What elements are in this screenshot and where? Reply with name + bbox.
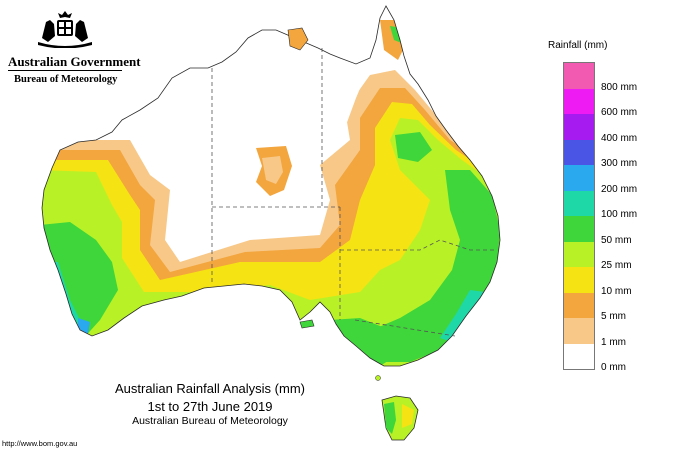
zone-50mm-qld bbox=[395, 132, 432, 162]
legend-swatch bbox=[564, 343, 594, 369]
legend-label: 25 mm bbox=[601, 260, 632, 271]
header-divider bbox=[8, 70, 122, 71]
tasmania-wet bbox=[384, 402, 396, 434]
legend-title: Rainfall (mm) bbox=[548, 40, 608, 51]
zone-central-patch-2 bbox=[262, 156, 283, 184]
state-borders bbox=[211, 48, 496, 337]
legend-swatch bbox=[564, 216, 594, 242]
zone-10mm bbox=[42, 102, 500, 366]
legend-label: 200 mm bbox=[601, 183, 638, 195]
legend-label: 5 mm bbox=[601, 311, 626, 322]
legend-label: 1 mm bbox=[601, 336, 626, 348]
kangaroo-island bbox=[299, 319, 315, 329]
zone-50mm-victoria bbox=[330, 318, 402, 366]
legend-label: 800 mm bbox=[601, 81, 638, 93]
king-island bbox=[375, 375, 381, 381]
government-title: Australian Government bbox=[8, 54, 141, 69]
legend-swatch bbox=[564, 292, 594, 318]
legend-swatch bbox=[564, 318, 594, 344]
coat-of-arms-icon bbox=[38, 11, 92, 48]
caption-title: Australian Rainfall Analysis (mm) bbox=[114, 381, 305, 396]
legend-label: 400 mm bbox=[601, 132, 638, 144]
tasmania-dry bbox=[402, 404, 414, 428]
legend-swatch bbox=[564, 88, 594, 114]
caption-source: Australian Bureau of Meteorology bbox=[132, 415, 288, 427]
legend-label: 100 mm bbox=[601, 209, 638, 220]
legend-colorbar bbox=[563, 62, 595, 370]
website-url: http://www.bom.gov.au bbox=[2, 439, 78, 448]
legend-swatch bbox=[564, 165, 594, 191]
legend-swatch bbox=[564, 241, 594, 267]
legend-label: 300 mm bbox=[601, 158, 638, 169]
legend-label: 600 mm bbox=[601, 107, 638, 118]
legend-swatch bbox=[564, 190, 594, 216]
legend-label: 50 mm bbox=[601, 234, 632, 246]
legend-label: 0 mm bbox=[601, 362, 626, 373]
legend-swatch bbox=[564, 63, 594, 89]
zone-100mm-east bbox=[440, 290, 485, 342]
legend-swatch bbox=[564, 114, 594, 140]
zone-200mm bbox=[78, 318, 90, 334]
agency-name: Bureau of Meteorology bbox=[14, 74, 118, 85]
legend-label: 10 mm bbox=[601, 285, 632, 297]
legend-swatch bbox=[564, 139, 594, 165]
zone-topend bbox=[287, 27, 309, 51]
legend-swatch bbox=[564, 267, 594, 293]
caption-period: 1st to 27th June 2019 bbox=[147, 399, 273, 414]
